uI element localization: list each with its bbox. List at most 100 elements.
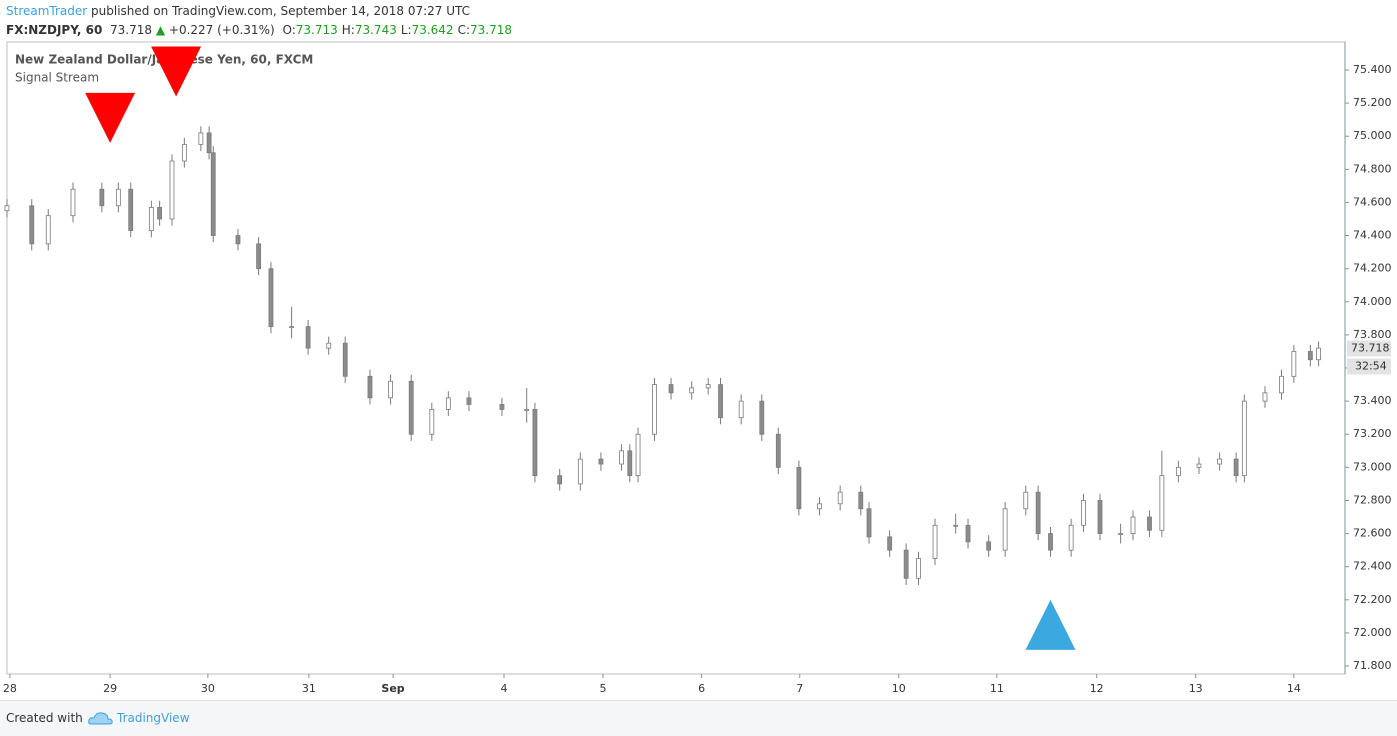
candle-body: [965, 524, 971, 543]
candle-body: [1175, 466, 1181, 477]
x-tick-label: 7: [796, 682, 803, 695]
candle-body: [70, 188, 76, 217]
ohlc-value: 73.642: [411, 23, 454, 37]
candle-body: [210, 152, 216, 236]
candle-body: [866, 508, 872, 538]
candle-body: [689, 387, 695, 394]
candle-body: [532, 409, 538, 477]
ohlc-value: 73.718: [470, 23, 512, 37]
candle-body: [235, 235, 241, 245]
candle-body: [29, 205, 35, 245]
candle-body: [99, 188, 105, 207]
candle-body: [903, 549, 909, 579]
candle-body: [916, 558, 921, 579]
candle-body: [1159, 475, 1165, 531]
y-tick-label: 75.200: [1353, 96, 1392, 109]
symbol: FX:NZDJPY, 60: [6, 23, 103, 37]
candle-body: [256, 243, 261, 270]
arrow: ▲: [155, 23, 166, 37]
publish-line: StreamTrader published on TradingView.co…: [6, 2, 512, 21]
logo: [88, 712, 113, 725]
candle-body: [718, 384, 723, 419]
candle-body: [557, 475, 563, 485]
countdown: 32:54: [1355, 359, 1387, 372]
y-tick-label: 74.000: [1353, 295, 1392, 308]
candle-body: [1130, 516, 1136, 534]
y-tick-label: 75.400: [1353, 63, 1392, 76]
candle-body: [953, 524, 959, 527]
sell-signal: [85, 92, 136, 143]
x-tick-label: 11: [990, 682, 1004, 695]
x-tick-label: 5: [599, 682, 606, 695]
candle-body: [128, 188, 134, 231]
candle-body: [577, 458, 583, 485]
candle-body: [326, 342, 332, 349]
y-tick-label: 72.000: [1353, 626, 1392, 639]
chart: New Zealand Dollar/Japanese Yen, 60, FXC…: [3, 41, 1392, 695]
y-tick-label: 72.200: [1353, 593, 1392, 606]
change: +0.227 (+0.31%): [168, 23, 275, 37]
candle-body: [1316, 347, 1322, 361]
candle-body: [619, 450, 624, 465]
candle-body: [342, 342, 348, 377]
candle-body: [429, 409, 435, 435]
candle-body: [1241, 400, 1247, 477]
ohlc-value: 73.743: [354, 23, 397, 37]
y-tick-label: 71.800: [1353, 659, 1392, 672]
published: published on TradingView.com, September …: [91, 4, 471, 18]
candle-body: [1217, 458, 1223, 465]
candle-body: [181, 144, 187, 162]
candle-body: [759, 400, 765, 435]
y-tick-label: 74.400: [1353, 229, 1392, 242]
candle-body: [668, 384, 674, 394]
candle-body: [1196, 463, 1202, 468]
ohlc-label: H:: [341, 23, 355, 37]
candle-body: [1118, 533, 1124, 535]
candle-body: [157, 207, 163, 220]
candle-body: [858, 491, 864, 510]
candle-body: [817, 503, 822, 510]
x-tick-label: 31: [302, 682, 316, 695]
last-price-label: 73.718: [1351, 341, 1390, 354]
created-with: Created with: [6, 711, 83, 725]
candle-body: [1002, 508, 1008, 551]
candle-body: [1279, 375, 1284, 394]
candle-body: [1048, 533, 1053, 551]
header: StreamTrader published on TradingView.co…: [6, 2, 512, 40]
candle-body: [796, 466, 802, 510]
candle-body: [1035, 491, 1041, 534]
sell-signal: [151, 46, 202, 97]
candle-body: [837, 491, 843, 505]
candle-body: [1147, 516, 1152, 531]
brand[interactable]: TradingView: [117, 711, 190, 725]
candle-body: [598, 458, 604, 465]
candle-body: [115, 188, 121, 207]
candle-body: [1068, 524, 1074, 551]
y-tick-label: 73.200: [1353, 427, 1392, 440]
candle-body: [635, 433, 641, 477]
candle-body: [445, 397, 451, 410]
candle-body: [499, 404, 505, 410]
candle-body: [206, 132, 212, 154]
ohlc-label: O:: [282, 23, 296, 37]
footer: Created with TradingView: [0, 700, 1397, 736]
candle-body: [1291, 351, 1297, 377]
candle-body: [388, 380, 393, 399]
candle-body: [986, 541, 992, 551]
ohlc-label: C:: [457, 23, 470, 37]
candle-body: [932, 524, 938, 559]
author[interactable]: StreamTrader: [6, 4, 88, 18]
x-tick-label: 14: [1287, 682, 1301, 695]
candle-body: [1262, 392, 1268, 402]
candle-body: [169, 160, 175, 220]
x-tick-label: 10: [892, 682, 906, 695]
y-tick-label: 73.000: [1353, 460, 1392, 473]
candle-body: [738, 400, 744, 419]
x-tick-label: 13: [1189, 682, 1203, 695]
candle-body: [198, 132, 204, 145]
quote-line: FX:NZDJPY, 60 73.718 ▲ +0.227 (+0.31%) O…: [6, 21, 512, 40]
candle-body: [289, 326, 294, 329]
y-tick-label: 72.800: [1353, 493, 1392, 506]
plot-frame: [6, 41, 1346, 675]
price: 73.718: [110, 23, 152, 37]
